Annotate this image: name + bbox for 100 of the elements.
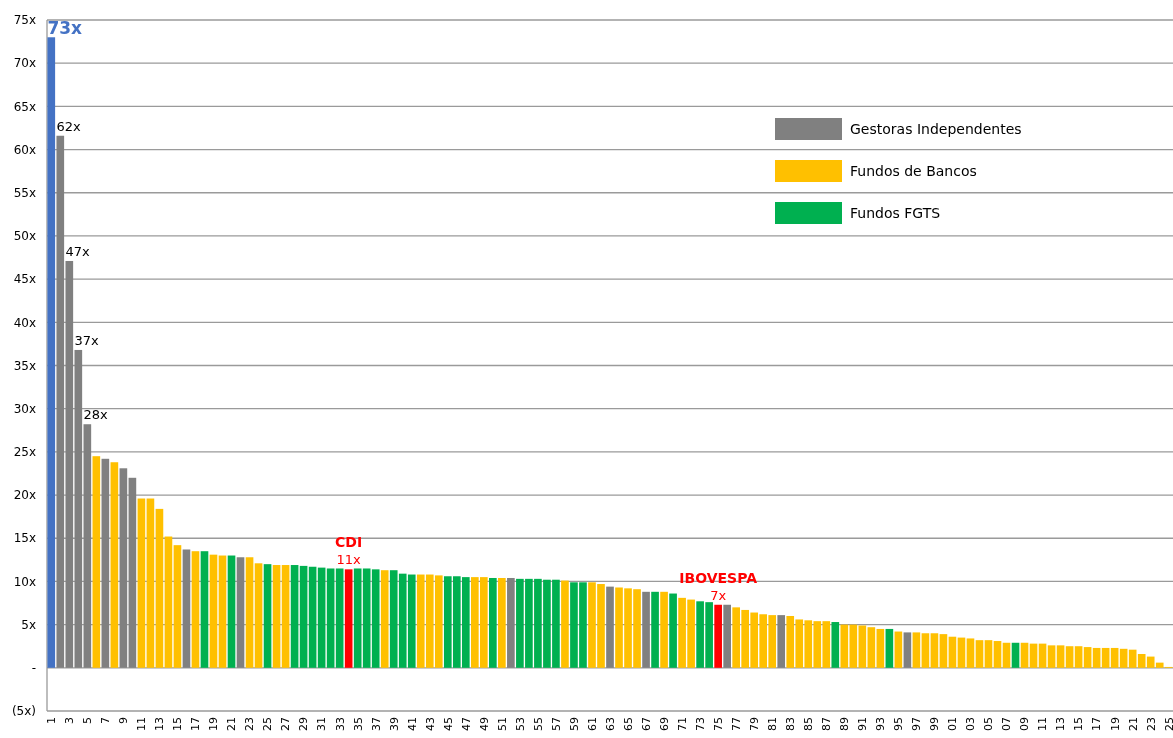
bar — [146, 498, 155, 668]
x-tick-label: 91 — [856, 717, 870, 731]
x-tick-label: 67 — [639, 717, 653, 731]
x-tick-label: 95 — [892, 717, 906, 731]
x-tick-label: 61 — [585, 717, 599, 731]
x-tick-label: 85 — [802, 717, 816, 731]
bar — [272, 565, 281, 668]
x-tick-label: 79 — [748, 717, 762, 731]
data-label: 47x — [65, 243, 91, 259]
x-tick-label: 59 — [567, 717, 581, 731]
bar — [957, 637, 966, 668]
y-tick-label: 25x — [13, 445, 36, 460]
y-tick-label: 65x — [13, 99, 36, 114]
legend-label: Gestoras Independentes — [850, 120, 1022, 137]
y-tick-label: 20x — [13, 488, 36, 503]
bar — [1110, 647, 1119, 668]
bar — [894, 631, 903, 668]
x-tick-label: 47 — [459, 717, 473, 731]
bar — [1065, 646, 1074, 668]
x-tick-label: 27 — [279, 717, 293, 731]
bar — [489, 577, 497, 668]
bar — [281, 565, 290, 668]
x-tick-label: 25 — [261, 717, 275, 731]
x-tick-label: 05 — [982, 717, 996, 731]
bar — [1101, 647, 1110, 668]
x-tick-label: 23 — [243, 717, 257, 731]
bar — [1038, 643, 1047, 668]
bar — [975, 640, 984, 668]
bar — [254, 563, 263, 668]
bar — [263, 564, 272, 668]
bar — [1047, 645, 1056, 668]
y-tick-label: 50x — [13, 229, 36, 244]
y-tick-label: 10x — [13, 574, 36, 589]
x-tick-label: 09 — [1018, 717, 1032, 731]
x-tick-label: 3 — [63, 717, 77, 724]
bar — [1092, 647, 1101, 668]
bar — [326, 568, 335, 668]
bar — [714, 604, 722, 668]
annotation: IBOVESPA — [679, 569, 758, 586]
bar — [128, 477, 137, 668]
x-tick-label: 01 — [946, 717, 960, 731]
x-tick-label: 35 — [351, 717, 365, 731]
bar — [155, 508, 164, 668]
x-tick-label: 31 — [315, 717, 329, 731]
bar — [236, 557, 245, 668]
x-tick-label: 39 — [387, 717, 401, 731]
x-tick-label: 57 — [549, 717, 563, 731]
bar — [110, 462, 119, 668]
y-tick-label: 60x — [13, 142, 36, 157]
y-tick-label: 75x — [13, 13, 36, 28]
x-tick-label: 15 — [171, 717, 185, 731]
bar — [903, 632, 912, 668]
x-tick-label: 55 — [531, 717, 545, 731]
y-tick-label: 55x — [13, 185, 36, 200]
x-tick-label: 75 — [711, 717, 725, 731]
bar — [137, 498, 146, 668]
x-tick-label: 11 — [135, 717, 149, 731]
x-tick-label: 17 — [189, 717, 203, 731]
bar — [101, 458, 110, 668]
data-label: 11x — [336, 552, 362, 568]
y-tick-label: 40x — [13, 315, 36, 330]
data-label: 7x — [710, 587, 727, 603]
bar — [200, 551, 209, 668]
bar — [930, 633, 939, 668]
data-label: 73x — [47, 18, 83, 39]
bar — [777, 615, 786, 668]
legend-label: Fundos de Bancos — [850, 162, 977, 179]
x-tick-label: 93 — [874, 717, 888, 731]
y-tick-label: 45x — [13, 272, 36, 287]
x-tick-label: 33 — [333, 717, 347, 731]
x-tick-label: 15 — [1072, 717, 1086, 731]
x-tick-label: 07 — [1000, 717, 1014, 731]
x-tick-label: 25 — [1162, 717, 1173, 731]
bar — [867, 627, 876, 668]
bar — [164, 536, 173, 668]
bar — [669, 593, 677, 668]
bar — [1083, 647, 1092, 668]
x-tick-label: 89 — [838, 717, 852, 731]
bar — [660, 591, 668, 668]
x-tick-label: 17 — [1090, 717, 1104, 731]
bar — [498, 577, 506, 668]
bar — [308, 566, 317, 668]
bar — [561, 580, 569, 668]
bar — [344, 569, 353, 668]
bar — [218, 555, 227, 668]
x-tick-label: 9 — [117, 717, 131, 724]
x-tick-label: 73 — [693, 717, 707, 731]
bar — [173, 545, 182, 668]
x-tick-label: 71 — [675, 717, 689, 731]
x-tick-label: 77 — [730, 717, 744, 731]
x-tick-label: 21 — [225, 717, 239, 731]
bar — [92, 456, 101, 668]
bar — [948, 636, 957, 668]
bar — [1020, 642, 1029, 668]
bar — [1002, 642, 1011, 668]
bar — [939, 634, 948, 668]
bar — [993, 641, 1002, 668]
x-tick-label: 37 — [369, 717, 383, 731]
bar — [1119, 648, 1128, 668]
x-tick-label: 69 — [657, 717, 671, 731]
